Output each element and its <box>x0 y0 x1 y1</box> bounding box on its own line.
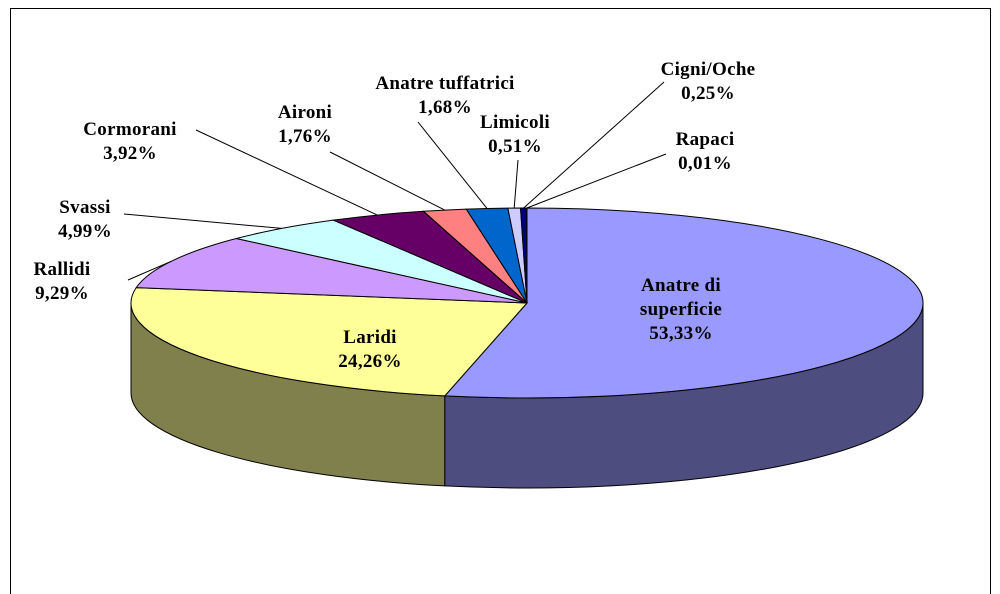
data-label: Cormorani 3,92% <box>83 118 176 166</box>
category-label: Aironi <box>277 102 333 123</box>
leader-line <box>523 81 665 209</box>
data-label: Rapaci 0,01% <box>676 128 735 176</box>
data-label: Svassi 4,99% <box>58 196 112 244</box>
data-label: Limicoli 0,51% <box>480 111 550 159</box>
leader-line <box>526 153 667 209</box>
slice <box>135 237 528 304</box>
value-label: 0,25% <box>681 83 735 104</box>
chart-frame <box>10 8 991 594</box>
leader-line <box>417 121 488 209</box>
leader-line <box>195 129 378 216</box>
value-label: 0,51% <box>488 136 542 157</box>
value-label: 0,01% <box>678 153 732 174</box>
data-label: Aironi 1,76% <box>278 101 332 149</box>
slice <box>130 287 529 397</box>
value-label: 24,26% <box>338 351 402 372</box>
category-label: Anatre tuffatrici <box>375 73 515 94</box>
leader-line <box>127 260 172 281</box>
value-label: 53,33% <box>649 323 713 344</box>
data-label: Anatre tuffatrici 1,68% <box>375 72 514 120</box>
category-label: Cormorani <box>83 119 177 140</box>
leader-line <box>329 151 445 211</box>
slice <box>443 207 924 399</box>
data-label: Laridi 24,26% <box>338 326 402 374</box>
category-label: Anatre di superficie <box>639 275 723 320</box>
category-label: Svassi <box>59 197 111 218</box>
data-label: Rallidi 9,29% <box>33 258 90 306</box>
value-label: 3,92% <box>103 143 157 164</box>
category-label: Rallidi <box>33 259 91 280</box>
category-label: Laridi <box>343 327 397 348</box>
value-label: 4,99% <box>58 221 112 242</box>
data-label: Cigni/Oche 0,25% <box>661 58 756 106</box>
value-label: 1,76% <box>278 126 332 147</box>
data-label: Anatre di superficie 53,33% <box>621 274 741 346</box>
value-label: 1,68% <box>418 97 472 118</box>
leader-line <box>123 213 282 229</box>
leader-line <box>513 159 519 209</box>
category-label: Rapaci <box>675 129 735 150</box>
value-label: 9,29% <box>35 283 89 304</box>
category-label: Limicoli <box>480 112 550 133</box>
category-label: Cigni/Oche <box>660 59 756 80</box>
